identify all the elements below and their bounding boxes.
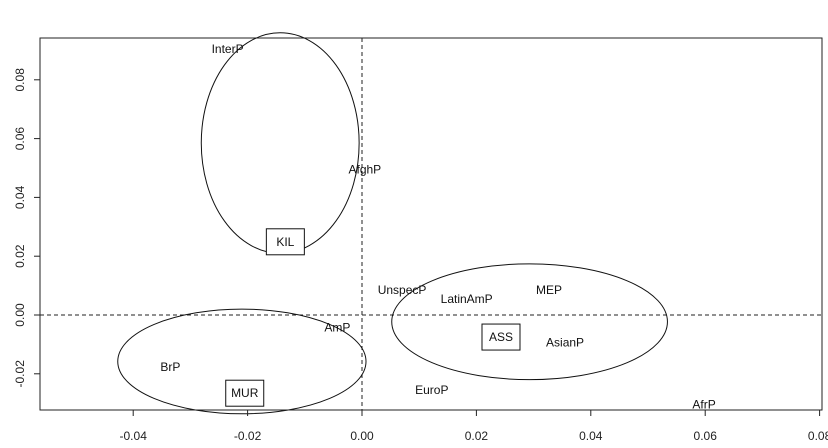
cluster-label-kil: KIL <box>276 235 294 249</box>
y-tick-label: -0.02 <box>13 360 27 388</box>
point-label-afrp: AfrP <box>692 398 715 412</box>
point-label-afghp: AfghP <box>349 162 382 176</box>
point-label-europ: EuroP <box>415 383 448 397</box>
cluster-ellipses: KIL MUR ASS <box>117 32 668 415</box>
x-tick-label: 0.08 <box>808 429 828 443</box>
cluster-label-ass: ASS <box>489 330 513 344</box>
cluster-label-box-kil <box>265 228 305 256</box>
y-tick-label: 0.06 <box>13 127 27 151</box>
x-axis: -0.04 -0.02 0.00 0.02 0.04 0.06 0.08 <box>120 409 828 443</box>
y-tick-label: 0.04 <box>13 185 27 209</box>
plot-area-frame <box>39 37 823 411</box>
y-tick-label: 0.02 <box>13 244 27 268</box>
point-label-latinamp: LatinAmP <box>441 292 493 306</box>
point-label-asianp: AsianP <box>546 335 584 349</box>
x-tick-label: 0.06 <box>694 429 718 443</box>
point-label-unspecp: UnspecP <box>378 283 427 297</box>
point-label-mep: MEP <box>536 283 562 297</box>
cluster-ellipse-kil <box>200 32 360 254</box>
x-tick-label: 0.00 <box>350 429 374 443</box>
reference-lines <box>40 38 822 410</box>
cluster-ellipse-ass <box>391 263 668 381</box>
cluster-ellipse-mur <box>117 308 367 415</box>
y-axis: -0.02 0.00 0.02 0.04 0.06 0.08 <box>13 68 41 388</box>
x-tick-label: 0.02 <box>465 429 489 443</box>
cluster-label-box-ass <box>481 323 521 351</box>
point-label-interp: InterP <box>212 42 244 56</box>
x-tick-label: -0.04 <box>120 429 148 443</box>
y-tick-label: 0.00 <box>13 303 27 327</box>
point-label-brp: BrP <box>160 360 180 374</box>
x-tick-label: 0.04 <box>579 429 603 443</box>
cluster-label-mur: MUR <box>231 386 259 400</box>
y-tick-label: 0.08 <box>13 68 27 92</box>
point-label-amp: AmP <box>324 321 350 335</box>
cluster-label-box-mur <box>225 379 265 407</box>
x-tick-label: -0.02 <box>234 429 262 443</box>
point-labels: InterP AfghP UnspecP LatinAmP MEP AmP AsianP Br… <box>160 42 715 412</box>
